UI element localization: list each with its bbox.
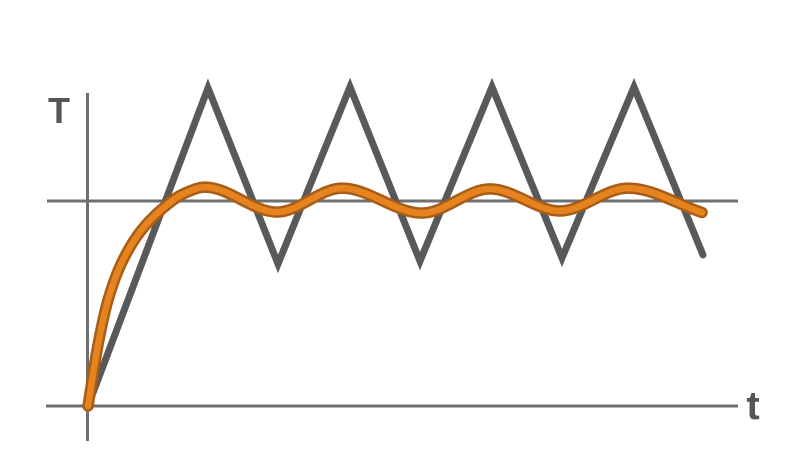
x-axis-label: t bbox=[746, 384, 759, 428]
smooth-temperature-curve bbox=[84, 183, 706, 410]
smooth-curve-outline bbox=[82, 181, 708, 412]
zigzag-temperature-curve bbox=[84, 77, 707, 410]
y-axis-label: T bbox=[48, 90, 70, 131]
